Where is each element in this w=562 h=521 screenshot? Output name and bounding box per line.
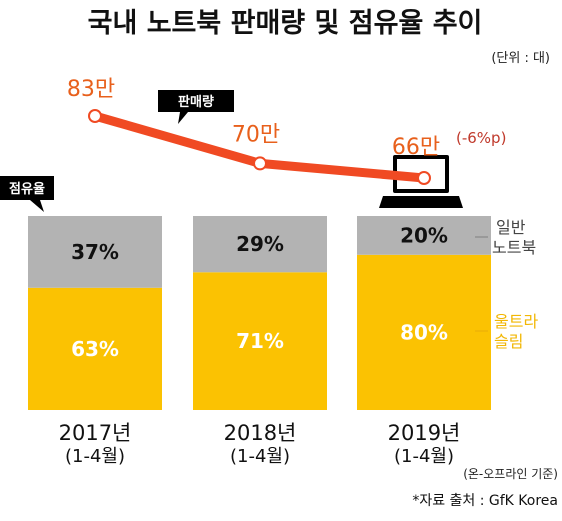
legend-ultra-line2: 슬림	[494, 332, 523, 351]
bar-segment-ultra-slim-0	[28, 287, 162, 410]
bar-label-ultra-slim-2: 80%	[400, 320, 448, 344]
category-sub-label-0: (1-4월)	[65, 446, 125, 467]
source-text: *자료 출처 : GfK Korea	[412, 493, 558, 509]
chart-title: 국내 노트북 판매량 및 점유율 추이	[88, 8, 483, 39]
legend-general-line2: 노트북	[492, 238, 536, 257]
sales-label-0: 83만	[67, 77, 115, 102]
category-label-1: 2018년	[224, 421, 297, 445]
sales-point-0	[88, 109, 102, 123]
sales-bubble: 판매량	[158, 90, 234, 124]
sales-label-1: 70만	[232, 122, 280, 147]
bar-segment-general-2	[357, 216, 491, 255]
bar-label-ultra-slim-0: 63%	[71, 337, 119, 361]
sales-bubble-label: 판매량	[178, 94, 214, 110]
note-text: (온-오프라인 기준)	[463, 467, 558, 481]
sales-point-1	[253, 156, 267, 171]
line-layer: 83만 70만 66만	[67, 77, 440, 185]
unit-label: (단위 : 대)	[491, 51, 550, 66]
bar-segment-general-1	[193, 216, 327, 273]
bar-segment-general-0	[28, 216, 162, 288]
bar-label-general-1: 29%	[236, 232, 284, 256]
category-sub-label-1: (1-4월)	[230, 446, 290, 467]
bar-label-ultra-slim-1: 71%	[236, 329, 284, 353]
sales-label-2: 66만	[392, 135, 440, 160]
sales-point-2	[417, 171, 431, 185]
legend: 일반 노트북 울트라 슬림	[475, 218, 538, 351]
bar-segment-ultra-slim-1	[193, 272, 327, 410]
change-label: (-6%p)	[456, 129, 506, 147]
legend-general-line1: 일반	[496, 218, 526, 237]
category-label-0: 2017년	[59, 421, 132, 445]
bars-layer: 63%37%2017년(1-4월)71%29%2018년(1-4월)80%20%…	[28, 216, 491, 467]
share-bubble: 점유율	[0, 176, 54, 212]
category-label-2: 2019년	[388, 421, 461, 445]
bar-label-general-0: 37%	[71, 240, 119, 264]
legend-ultra-line1: 울트라	[494, 312, 538, 331]
share-bubble-label: 점유율	[9, 181, 45, 197]
bar-segment-ultra-slim-2	[357, 254, 491, 410]
category-sub-label-2: (1-4월)	[394, 446, 454, 467]
bar-label-general-2: 20%	[400, 223, 448, 247]
